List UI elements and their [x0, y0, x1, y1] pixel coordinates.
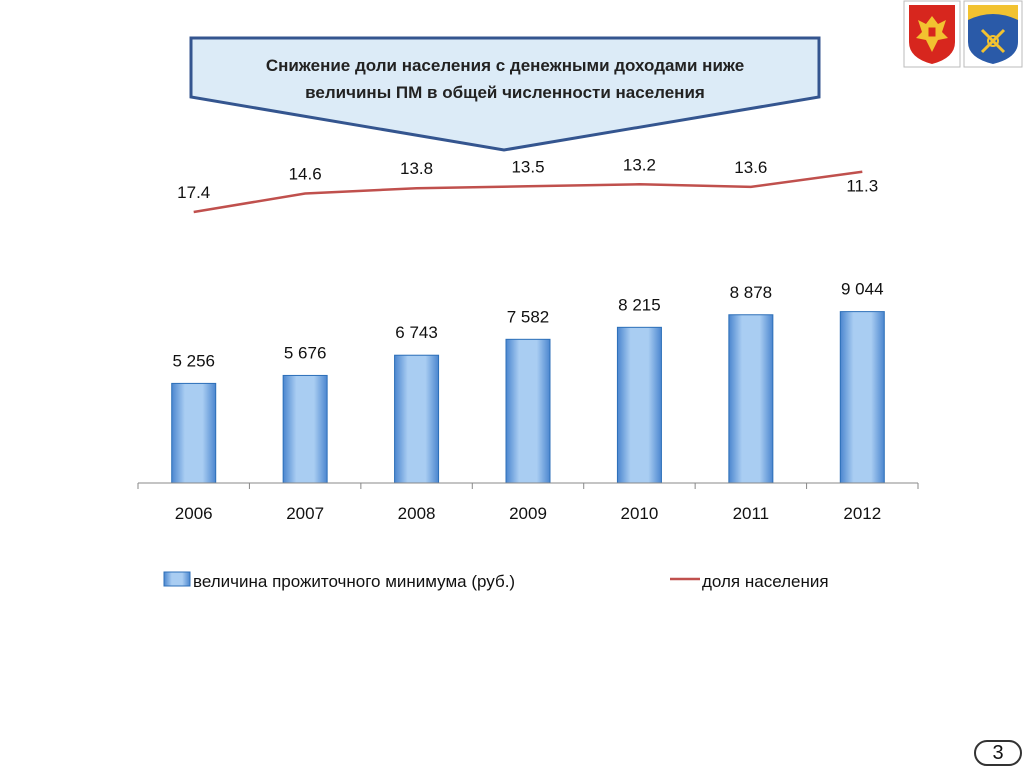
- bar-2008: [394, 354, 440, 484]
- line-label-2009: 13.5: [511, 157, 544, 176]
- title-callout: [189, 36, 821, 152]
- title-line-1: Снижение доли населения с денежными дохо…: [265, 56, 745, 75]
- bar-label-2009: 7 582: [507, 307, 550, 326]
- legend-bar-label: величина прожиточного минимума (руб.): [193, 572, 515, 591]
- legend-line-label: доля населения: [702, 572, 829, 591]
- bar-label-2010: 8 215: [618, 295, 661, 314]
- bar-label-2008: 6 743: [395, 323, 438, 342]
- x-label-2009: 2009: [509, 504, 547, 523]
- line-label-2010: 13.2: [623, 155, 656, 174]
- line-label-2008: 13.8: [400, 159, 433, 178]
- bar-label-2007: 5 676: [284, 343, 327, 362]
- bar-2011: [728, 314, 774, 484]
- bar-2006: [171, 382, 217, 484]
- x-label-2008: 2008: [398, 504, 436, 523]
- x-label-2010: 2010: [621, 504, 659, 523]
- x-axis-ticks: [137, 483, 919, 489]
- bar-value-labels: 5 256 5 676 6 743 7 582 8 215 8 878 9 044: [172, 280, 883, 371]
- legend: величина прожиточного минимума (руб.) до…: [163, 571, 829, 591]
- line-label-2011: 13.6: [734, 158, 767, 177]
- callout-shape: [189, 36, 821, 152]
- bar-2009: [505, 338, 551, 484]
- bar-label-2006: 5 256: [172, 351, 215, 370]
- page-number: 3: [974, 740, 1022, 766]
- line-label-2007: 14.6: [289, 165, 322, 184]
- line-label-2006: 17.4: [177, 183, 210, 202]
- line-label-2012: 11.3: [846, 177, 878, 196]
- bar-series: [171, 311, 885, 484]
- x-label-2007: 2007: [286, 504, 324, 523]
- bar-2010: [616, 326, 662, 484]
- bar-2012: [839, 311, 885, 484]
- russia-coat-of-arms-icon: [903, 0, 961, 68]
- x-label-2012: 2012: [843, 504, 881, 523]
- legend-bar-swatch: [163, 571, 191, 587]
- line-value-labels: 17.4 14.6 13.8 13.5 13.2 13.6 11.3: [177, 155, 878, 202]
- x-label-2011: 2011: [733, 504, 770, 523]
- bar-2007: [282, 374, 328, 484]
- x-label-2006: 2006: [175, 504, 213, 523]
- population-share-line: [193, 170, 863, 214]
- bar-label-2011: 8 878: [730, 283, 773, 302]
- callout-title: Снижение доли населения с денежными дохо…: [200, 52, 810, 106]
- bar-label-2012: 9 044: [841, 280, 884, 299]
- x-axis-labels: 2006 2007 2008 2009 2010 2011 2012: [175, 504, 881, 523]
- murmansk-region-coat-of-arms-icon: [963, 0, 1023, 68]
- title-line-2: величины ПМ в общей численности населени…: [305, 83, 705, 102]
- emblems: [903, 0, 1023, 68]
